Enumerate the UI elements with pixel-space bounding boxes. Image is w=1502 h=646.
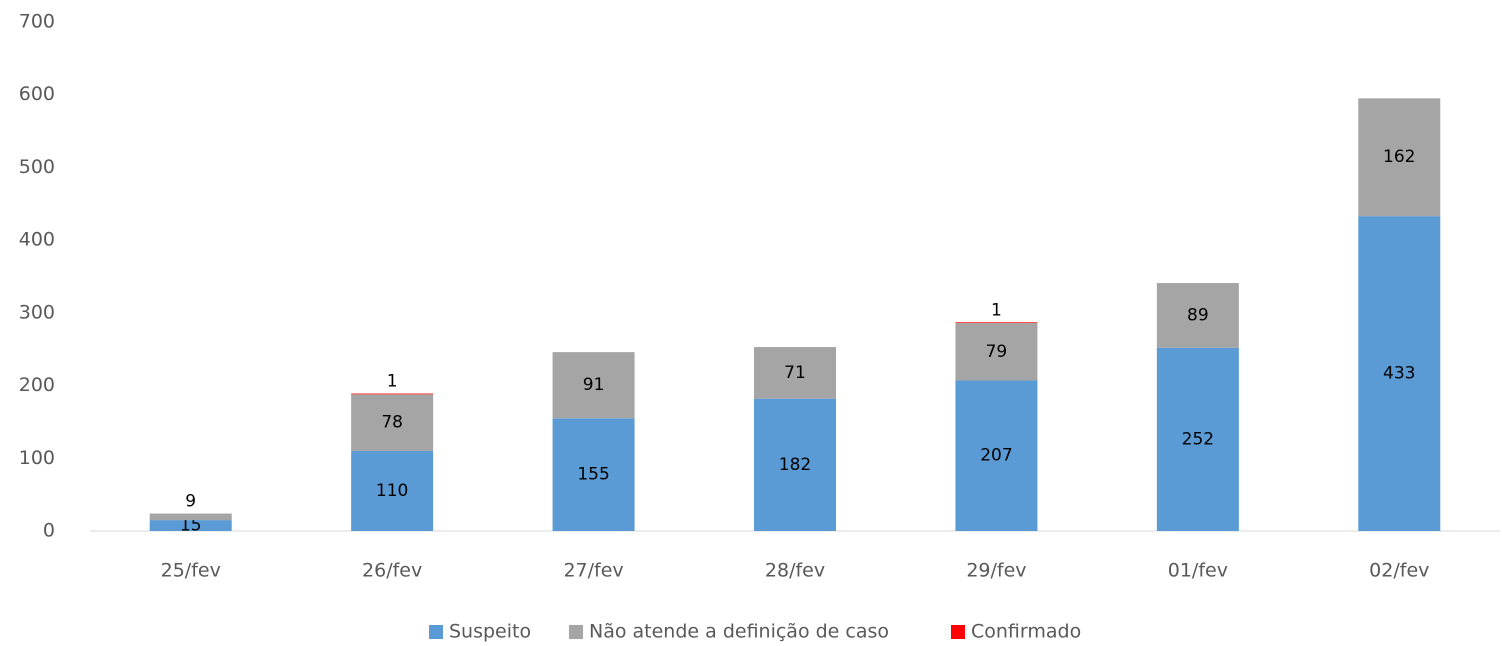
data-label: 71 [784, 363, 806, 383]
y-tick-label: 300 [19, 301, 55, 323]
legend-swatch [951, 625, 965, 639]
data-label: 89 [1187, 305, 1209, 325]
data-label: 433 [1383, 364, 1415, 384]
y-tick-label: 0 [43, 520, 55, 542]
data-label: 1 [387, 372, 398, 392]
y-tick-label: 200 [19, 374, 55, 396]
data-label: 207 [980, 446, 1012, 466]
bar-segment [754, 347, 836, 399]
bar-segment [754, 398, 836, 531]
bar-segment [552, 352, 635, 419]
data-label: 79 [986, 342, 1008, 362]
y-tick-label: 500 [19, 156, 55, 178]
y-tick-label: 600 [19, 83, 55, 105]
legend-swatch [569, 625, 583, 639]
y-tick-label: 100 [19, 447, 55, 469]
legend-swatch [429, 625, 443, 639]
bar-segment [149, 520, 232, 531]
x-tick-label: 01/fev [1168, 560, 1228, 582]
data-label: 78 [381, 413, 403, 433]
legend-label: Não atende a definição de caso [589, 621, 889, 643]
data-label: 9 [185, 492, 196, 512]
bar-segment [955, 322, 1038, 324]
x-tick-label: 26/fev [362, 560, 422, 582]
legend-label: Suspeito [449, 621, 531, 643]
x-tick-label: 28/fev [765, 560, 825, 582]
bar-segment [351, 394, 434, 452]
bar-segment [1358, 98, 1441, 217]
legend-label: Confirmado [971, 621, 1081, 643]
y-tick-label: 700 [19, 11, 55, 33]
bar-segment [955, 323, 1038, 381]
data-label: 252 [1182, 429, 1214, 449]
y-tick-label: 400 [19, 229, 55, 251]
bar-segment [149, 513, 232, 521]
data-label: 155 [577, 465, 609, 485]
data-label: 110 [376, 481, 408, 501]
bar-segment [955, 380, 1038, 531]
x-tick-label: 02/fev [1369, 560, 1429, 582]
bar-segment [1156, 347, 1239, 531]
bar-segment [351, 393, 434, 395]
x-tick-label: 25/fev [161, 560, 221, 582]
bar-segment [351, 451, 434, 531]
data-label: 182 [779, 455, 811, 475]
x-tick-label: 27/fev [563, 560, 623, 582]
data-label: 1 [991, 300, 1002, 320]
x-tick-label: 29/fev [966, 560, 1026, 582]
data-label: 91 [583, 375, 605, 395]
data-label: 15 [180, 516, 202, 536]
bar-segment [1358, 216, 1441, 531]
bar-segment [552, 418, 635, 531]
bar-segment [1156, 283, 1239, 348]
data-label: 162 [1383, 147, 1415, 167]
